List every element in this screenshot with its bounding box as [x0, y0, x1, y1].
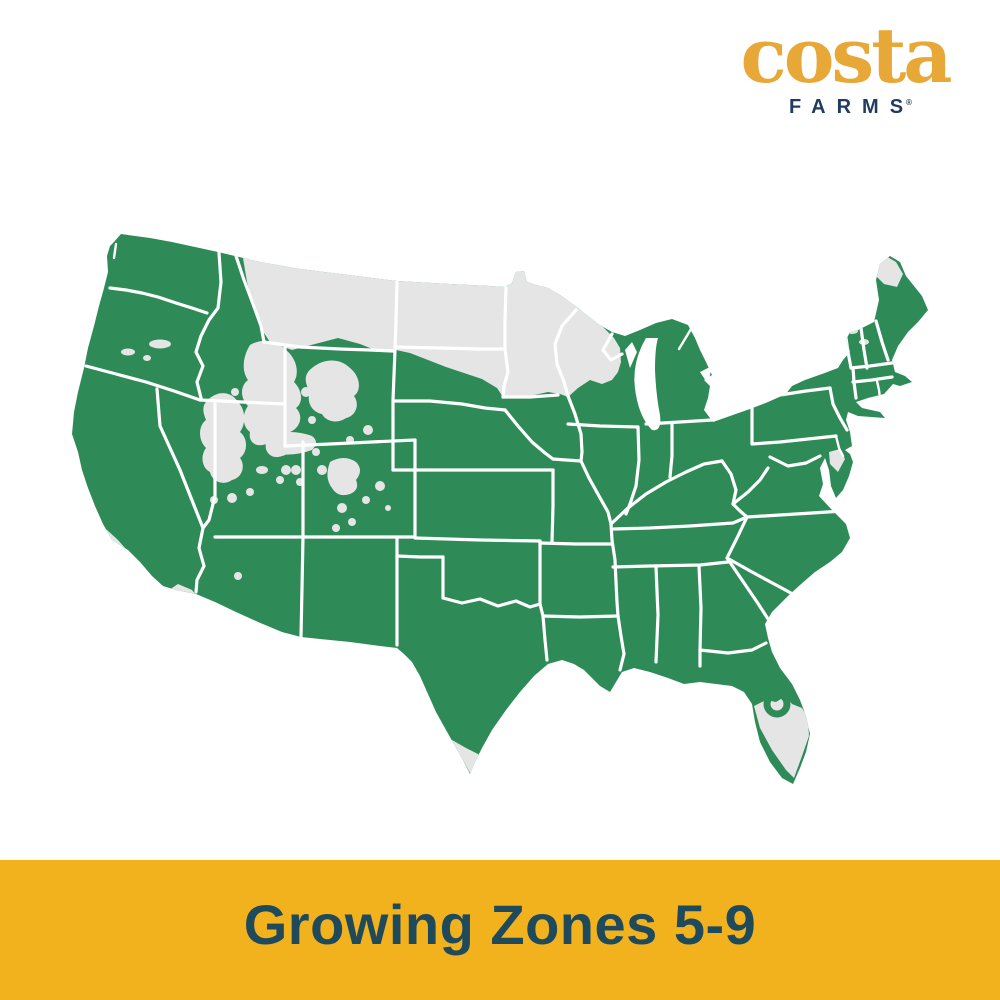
region-mountain-spot-gray	[363, 425, 373, 435]
state-border-line	[501, 286, 510, 399]
state-border-line	[441, 596, 542, 609]
lake-michigan	[634, 338, 661, 431]
region-idaho-spot-gray	[256, 466, 268, 474]
great-lakes	[112, 242, 712, 431]
state-borders	[84, 251, 894, 672]
state-border-line	[299, 535, 305, 638]
region-mountain-spot-gray	[246, 488, 254, 496]
state-border-line	[612, 515, 749, 531]
us-zone-map-svg	[72, 234, 928, 784]
region-white-mountains-gray	[846, 328, 858, 334]
logo-farms-text: FARMS®	[789, 96, 915, 118]
state-border-line	[720, 459, 749, 519]
region-mountain-spot-gray	[348, 518, 356, 526]
region-oregon-spot-gray	[149, 339, 171, 349]
state-border-line	[654, 565, 660, 664]
state-border-line	[726, 515, 749, 558]
region-mountain-spot-gray	[317, 465, 327, 475]
state-border-line	[283, 438, 417, 448]
state-border-line	[768, 454, 822, 468]
state-border-line	[851, 366, 858, 400]
state-border-line	[601, 332, 624, 362]
region-south-florida-gray	[754, 696, 809, 778]
growing-zones-banner: Growing Zones 5-9	[0, 860, 1000, 1000]
region-mountain-spot-gray	[337, 503, 347, 513]
state-border-line	[745, 509, 845, 519]
region-mountain-spot-gray	[227, 493, 237, 503]
us-zone-map	[72, 234, 928, 784]
state-border-line	[108, 286, 209, 315]
state-border-line	[395, 554, 445, 559]
state-border-line	[155, 387, 205, 530]
region-mountain-spot-gray	[332, 524, 340, 532]
state-border-line	[849, 361, 894, 370]
costa-farms-logo: costa FARMS®	[735, 11, 955, 119]
state-border-line	[725, 556, 772, 624]
state-border-line	[413, 536, 542, 543]
state-border-line	[851, 375, 894, 384]
state-border-line	[834, 434, 845, 458]
state-border-line	[725, 556, 802, 600]
region-adirondacks-gray	[804, 339, 830, 353]
state-border-line	[624, 425, 641, 516]
state-border-line	[698, 641, 768, 655]
region-oregon-spot-gray	[121, 348, 135, 356]
state-border-line	[566, 422, 640, 429]
state-border-line	[731, 466, 770, 506]
region-mountain-spot-gray	[276, 476, 284, 484]
region-arizona-spot-gray	[234, 572, 242, 580]
region-mountain-spot-gray	[375, 481, 385, 491]
state-border-line	[234, 254, 266, 344]
region-idaho-spot-gray	[308, 416, 316, 424]
logo-costa-wordmark: costa	[740, 11, 952, 100]
state-border-line	[538, 602, 549, 662]
state-border-line	[550, 468, 555, 544]
state-border-line	[198, 398, 287, 406]
state-border-line	[541, 614, 620, 619]
state-border-line	[611, 560, 730, 569]
state-border-line	[553, 308, 578, 398]
state-border-line	[262, 340, 395, 353]
state-border-line	[538, 541, 614, 546]
region-mountain-spot-gray	[291, 465, 301, 475]
region-yellowstone-gray	[305, 360, 359, 422]
state-border-line	[194, 494, 217, 594]
region-colorado-rockies-gray	[327, 458, 360, 496]
region-mountain-spot-gray	[312, 448, 320, 456]
banner-title: Growing Zones 5-9	[243, 892, 757, 956]
region-mountain-spot-gray	[385, 505, 391, 511]
state-border-line	[551, 457, 583, 463]
state-border-line	[697, 564, 703, 652]
region-oregon-spot-gray	[143, 355, 151, 361]
saginaw-bay	[700, 366, 712, 384]
region-central-florida-green-loop	[763, 690, 791, 718]
region-idaho-spot-gray	[231, 388, 239, 396]
region-uinta-gray	[265, 432, 316, 455]
region-idaho-spot-gray	[301, 387, 311, 397]
state-border-line	[828, 386, 849, 432]
puget-sound	[112, 242, 118, 260]
state-border-line	[392, 399, 507, 412]
region-delmarva-gray	[829, 449, 845, 472]
state-border-line	[874, 319, 890, 362]
state-border-line	[750, 434, 838, 446]
region-mountain-spot-gray	[362, 496, 370, 504]
region-socal-green-inlier	[153, 567, 171, 581]
state-border-line	[84, 364, 202, 402]
state-border-line	[503, 408, 555, 461]
straits-of-mackinac	[677, 327, 693, 351]
state-border-line	[393, 345, 507, 351]
green-bay	[625, 342, 637, 368]
region-wasatch-gray	[200, 393, 246, 483]
state-border-line	[391, 280, 399, 472]
registered-mark: ®	[906, 98, 912, 108]
state-border-line	[668, 422, 674, 479]
state-border-line	[859, 326, 869, 370]
region-mountain-spot-gray	[281, 465, 291, 475]
state-border-line	[194, 251, 223, 400]
state-border-line	[501, 393, 560, 399]
